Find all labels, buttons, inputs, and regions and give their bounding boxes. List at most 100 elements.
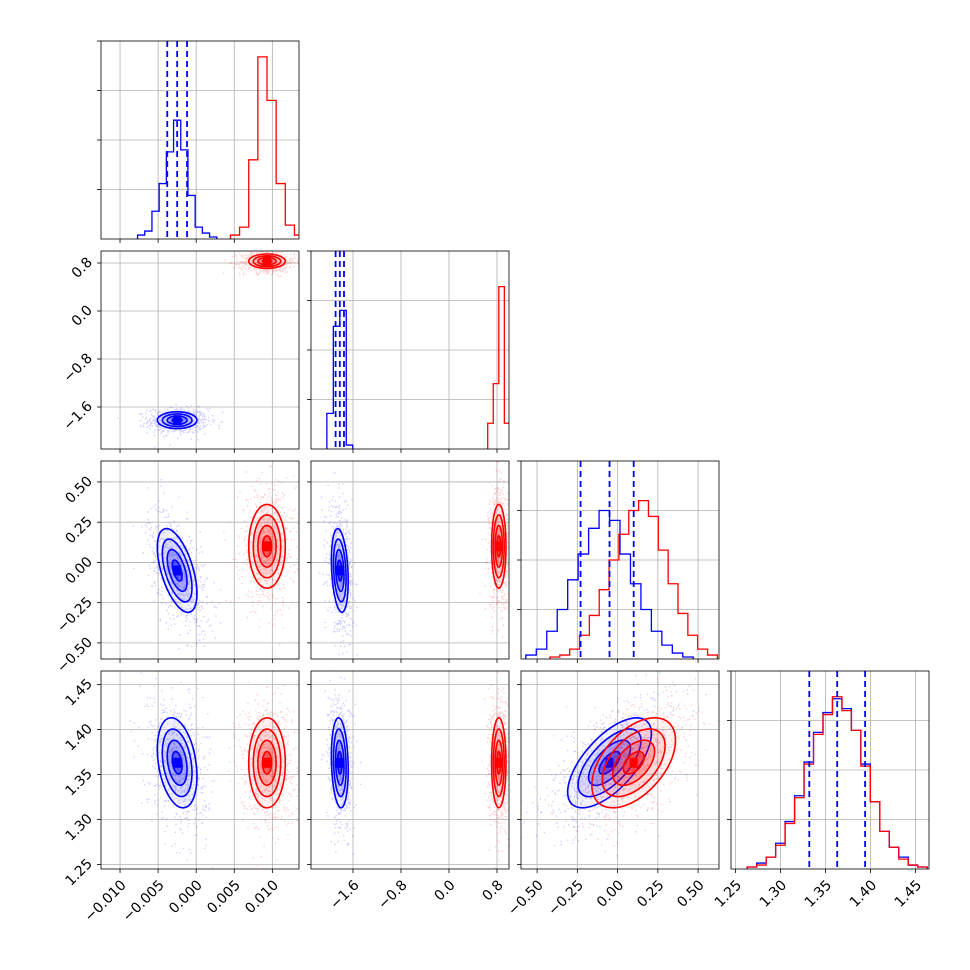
x-tick-label: 0.50 (674, 877, 707, 910)
hist-content (746, 671, 928, 869)
density-peak-blue (173, 757, 182, 768)
panel-content (521, 671, 719, 869)
density-peak-red (263, 757, 272, 768)
contour-blue (334, 548, 345, 593)
scatter-points-red (223, 465, 299, 646)
density-peak-blue (173, 415, 182, 426)
x-tick-label: −0.50 (505, 877, 547, 919)
scatter-panel-2-0 (97, 460, 300, 663)
contour-red (252, 255, 282, 268)
contour-blue (166, 548, 188, 593)
panel-frame (100, 670, 300, 870)
hist-panel-0 (97, 40, 300, 243)
y-tick-label: 0.8 (69, 255, 96, 282)
hist-panel-1 (307, 250, 510, 453)
contour-blue (587, 739, 632, 787)
contour-red (490, 503, 507, 589)
density-peak-red (629, 757, 638, 768)
x-tick-label: 0.000 (166, 877, 206, 917)
x-tick-label: 1.45 (892, 877, 925, 910)
contour-red (261, 750, 273, 775)
contour-red (257, 524, 277, 569)
contour-red (252, 728, 282, 798)
panel-frame (520, 670, 720, 870)
hist-panel-2 (517, 460, 720, 663)
hist-content (136, 41, 299, 239)
y-tick-label: 0.50 (62, 473, 95, 506)
y-tick-label: −0.8 (60, 351, 95, 386)
contour-red (252, 514, 282, 579)
panel-frame (310, 460, 510, 660)
scatter-panel-3-2 (517, 670, 720, 873)
contour-blue (332, 538, 347, 603)
density-peak-red (263, 256, 272, 267)
panel-content (318, 461, 509, 656)
density-peak-blue (605, 757, 614, 768)
scatter-panel-1-0 (97, 250, 300, 453)
contour-blue (330, 716, 349, 809)
contour-red (492, 728, 505, 798)
contour-red (611, 739, 656, 787)
density-peak-red (494, 541, 503, 552)
contour-red (247, 716, 287, 809)
x-tick-label: −0.25 (545, 877, 587, 919)
scatter-points-blue (318, 472, 358, 656)
x-tick-label: −0.005 (120, 877, 168, 925)
hist-panel-3 (727, 670, 930, 873)
contour-blue (156, 411, 198, 430)
contour-blue (156, 716, 198, 809)
panel-frame (100, 460, 300, 660)
contour-red (490, 716, 507, 809)
x-tick-label: −0.8 (375, 877, 410, 912)
panel-frame (100, 250, 300, 450)
x-tick-label: 0.005 (204, 877, 244, 917)
density-peak-blue (173, 565, 182, 576)
contour-red (601, 728, 666, 798)
scatter-points-blue (132, 478, 222, 650)
panel-content (129, 672, 299, 869)
hist-step-red (487, 285, 509, 449)
scatter-panel-2-1 (307, 460, 510, 663)
y-tick-label: 1.25 (62, 856, 95, 889)
hist-step-red (229, 56, 299, 239)
contour-blue (166, 739, 188, 787)
x-tick-label: 0.00 (594, 877, 627, 910)
contour-blue (161, 538, 193, 603)
x-tick-label: 1.40 (847, 877, 880, 910)
density-peak-blue (335, 565, 344, 576)
panel-frame (310, 670, 510, 870)
contour-blue (156, 527, 198, 614)
y-tick-label: 1.45 (62, 676, 95, 709)
panel-content (321, 671, 509, 869)
contour-blue (161, 728, 193, 798)
density-peak-red (263, 541, 272, 552)
contour-blue (332, 728, 347, 798)
y-tick-label: 0.25 (62, 514, 95, 547)
contour-red (247, 253, 287, 270)
x-tick-label: 1.30 (757, 877, 790, 910)
hist-step-blue (136, 119, 218, 239)
contour-blue (334, 739, 345, 787)
x-tick-label: 0.25 (634, 877, 667, 910)
y-tick-label: −0.25 (54, 594, 96, 636)
hist-step-red (549, 499, 719, 659)
contour-blue (161, 413, 193, 428)
x-tick-label: −0.010 (82, 877, 130, 925)
y-tick-label: 0.00 (62, 554, 95, 587)
density-peak-red (494, 757, 503, 768)
contour-red (622, 750, 645, 775)
panel-content (132, 465, 299, 650)
x-tick-label: 1.25 (712, 877, 745, 910)
x-tick-label: 0.8 (480, 877, 507, 904)
y-tick-label: 1.35 (62, 766, 95, 799)
contour-blue (171, 750, 183, 775)
hist-content (326, 251, 509, 449)
hist-content (525, 461, 719, 659)
scatter-panel-3-0 (97, 670, 300, 873)
x-tick-label: −1.6 (327, 877, 362, 912)
x-tick-label: 1.35 (802, 877, 835, 910)
y-tick-label: 0.0 (69, 303, 96, 330)
scatter-points-blue (129, 672, 216, 869)
contour-red (261, 535, 273, 558)
